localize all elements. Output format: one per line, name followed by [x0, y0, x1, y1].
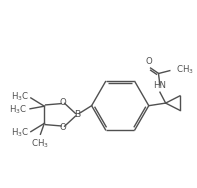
Text: O: O: [60, 98, 66, 107]
Text: B: B: [74, 110, 80, 119]
Text: HN: HN: [153, 81, 166, 90]
Text: CH$_3$: CH$_3$: [176, 63, 193, 76]
Text: H$_3$C: H$_3$C: [9, 103, 27, 116]
Text: O: O: [60, 123, 66, 132]
Text: CH$_3$: CH$_3$: [32, 137, 49, 150]
Text: O: O: [145, 57, 152, 66]
Text: H$_3$C: H$_3$C: [10, 90, 29, 103]
Text: H$_3$C: H$_3$C: [10, 127, 29, 139]
